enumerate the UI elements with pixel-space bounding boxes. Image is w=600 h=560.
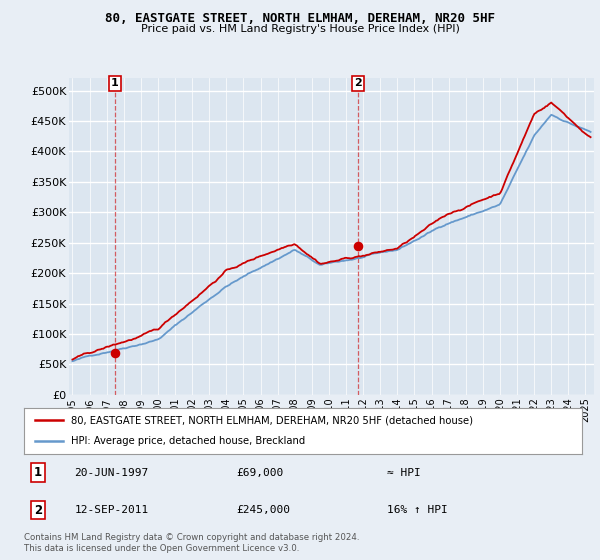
Text: 1: 1 [34, 466, 42, 479]
Text: 2: 2 [34, 503, 42, 516]
Text: ≈ HPI: ≈ HPI [387, 468, 421, 478]
Text: This data is licensed under the Open Government Licence v3.0.: This data is licensed under the Open Gov… [24, 544, 299, 553]
Text: £69,000: £69,000 [236, 468, 283, 478]
Point [110, 348, 119, 357]
Point [353, 241, 363, 250]
Text: 20-JUN-1997: 20-JUN-1997 [74, 468, 148, 478]
Text: Price paid vs. HM Land Registry's House Price Index (HPI): Price paid vs. HM Land Registry's House … [140, 24, 460, 34]
Text: Contains HM Land Registry data © Crown copyright and database right 2024.: Contains HM Land Registry data © Crown c… [24, 533, 359, 542]
Text: 16% ↑ HPI: 16% ↑ HPI [387, 505, 448, 515]
Text: 80, EASTGATE STREET, NORTH ELMHAM, DEREHAM, NR20 5HF: 80, EASTGATE STREET, NORTH ELMHAM, DEREH… [105, 12, 495, 25]
Text: 2: 2 [355, 78, 362, 88]
Text: £245,000: £245,000 [236, 505, 290, 515]
Text: 80, EASTGATE STREET, NORTH ELMHAM, DEREHAM, NR20 5HF (detached house): 80, EASTGATE STREET, NORTH ELMHAM, DEREH… [71, 415, 473, 425]
Text: HPI: Average price, detached house, Breckland: HPI: Average price, detached house, Brec… [71, 436, 305, 446]
Text: 12-SEP-2011: 12-SEP-2011 [74, 505, 148, 515]
Text: 1: 1 [111, 78, 119, 88]
